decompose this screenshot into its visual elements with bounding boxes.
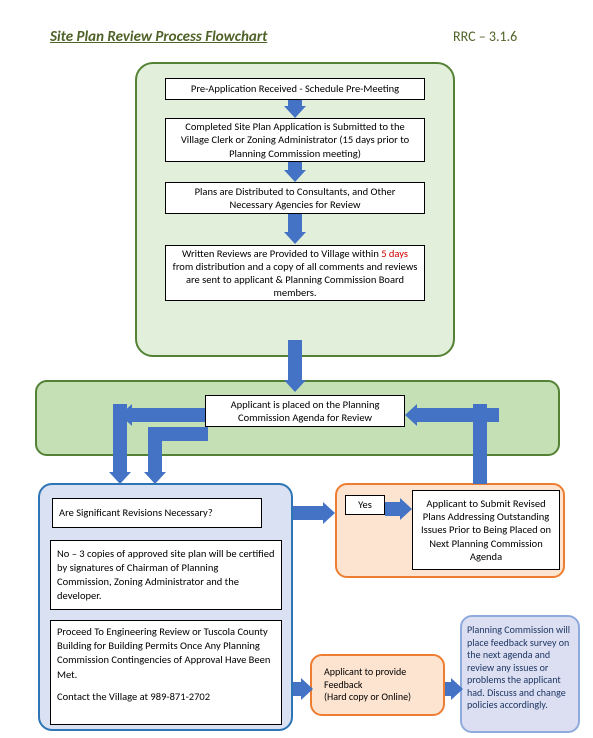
text: Proceed To Engineering Review or Tuscola… <box>57 625 275 682</box>
text: Written Reviews are Provided to Village … <box>182 247 381 260</box>
text: from distribution and a copy of all comm… <box>173 260 418 299</box>
arrow-shaft <box>148 427 162 462</box>
arrow-shaft <box>113 404 127 462</box>
arrow-icon <box>293 502 335 524</box>
node-plans-distributed: Plans are Distributed to Consultants, an… <box>165 182 425 214</box>
node-completed-application: Completed Site Plan Application is Submi… <box>165 118 425 162</box>
arrow-icon <box>284 340 306 392</box>
arrow-icon <box>144 460 166 484</box>
page-title: Site Plan Review Process Flowchart <box>50 28 267 46</box>
arrow-icon <box>109 460 131 484</box>
arrow-icon <box>445 678 463 700</box>
rrc-code: RRC – 3.1.6 <box>453 28 517 45</box>
text-red: 5 days <box>381 247 408 260</box>
arrow-icon <box>284 100 306 118</box>
node-no-copies: No – 3 copies of approved site plan will… <box>50 540 282 610</box>
text: Applicant to provide Feedback <box>324 665 406 691</box>
text: (Hard copy or Online) <box>324 690 411 703</box>
node-planning-commission: Planning Commission will place feedback … <box>465 622 575 714</box>
node-engineering: Proceed To Engineering Review or Tuscola… <box>50 620 282 725</box>
arrow-icon <box>284 162 306 182</box>
node-pre-application: Pre-Application Received - Schedule Pre-… <box>165 78 425 100</box>
arrow-icon <box>293 678 313 700</box>
node-feedback: Applicant to provide Feedback (Hard copy… <box>318 662 438 708</box>
arrow-icon <box>284 214 306 244</box>
arrow-icon <box>385 498 412 520</box>
arrow-icon <box>120 404 205 426</box>
node-yes: Yes <box>345 495 385 515</box>
node-revisions-question: Are Significant Revisions Necessary? <box>52 498 262 528</box>
node-revised-plans: Applicant to Submit Revised Plans Addres… <box>412 490 560 570</box>
node-written-reviews: Written Reviews are Provided to Village … <box>165 245 425 301</box>
arrow-icon <box>405 404 499 426</box>
text: Contact the Village at 989-871-2702 <box>57 690 210 704</box>
node-agenda: Applicant is placed on the Planning Comm… <box>205 395 405 427</box>
